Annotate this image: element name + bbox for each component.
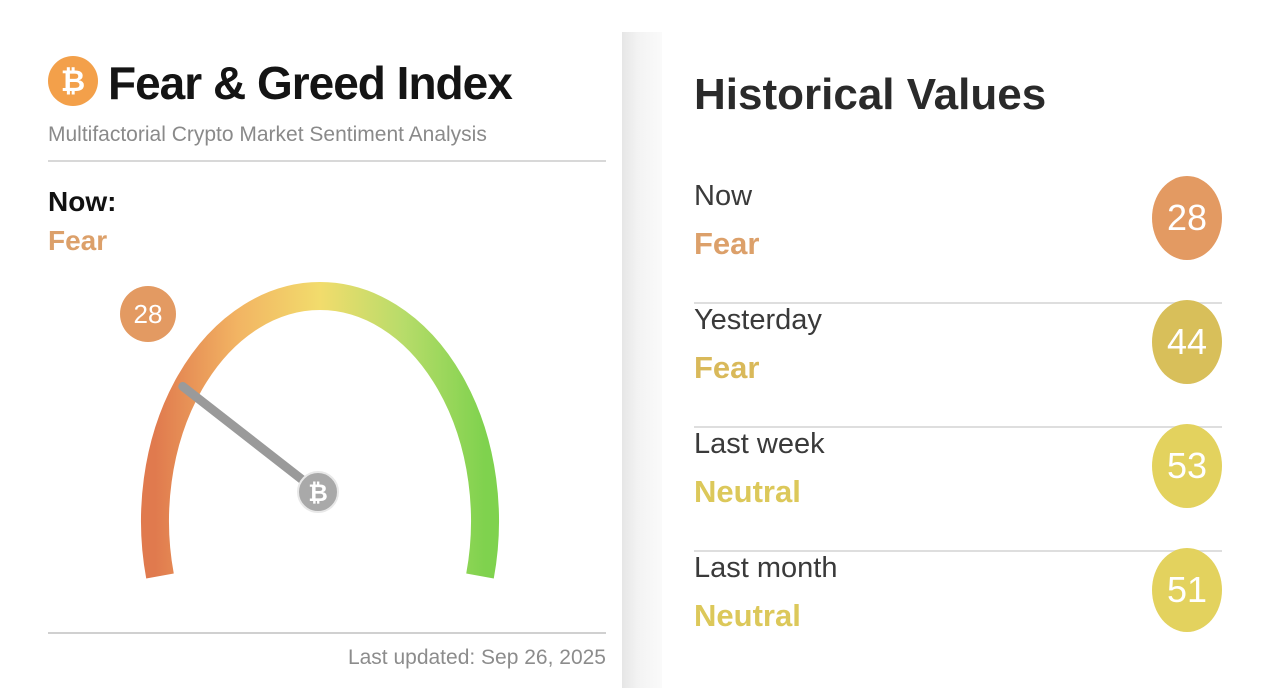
gauge-value-badge: 28 bbox=[120, 286, 176, 342]
historical-title: Historical Values bbox=[694, 70, 1047, 119]
gauge-arc bbox=[141, 282, 499, 579]
divider bbox=[694, 550, 1222, 552]
now-label: Now: bbox=[48, 186, 117, 217]
classification-label: Fear bbox=[694, 226, 760, 261]
last-updated: Last updated: Sep 26, 2025 bbox=[347, 646, 606, 669]
period-label: Last month bbox=[694, 552, 838, 584]
bitcoin-icon: ₿ bbox=[48, 56, 98, 106]
period-label: Now bbox=[694, 180, 753, 212]
now-classification: Fear bbox=[48, 225, 108, 256]
historical-row: Yesterday Fear 44 bbox=[694, 300, 1222, 428]
value-badge: 53 bbox=[1152, 424, 1222, 508]
classification-label: Fear bbox=[694, 350, 760, 385]
classification-label: Neutral bbox=[694, 598, 801, 633]
divider bbox=[694, 426, 1222, 428]
page-subtitle: Multifactorial Crypto Market Sentiment A… bbox=[48, 123, 487, 146]
value-badge: 44 bbox=[1152, 300, 1222, 384]
gauge-hub bbox=[297, 471, 339, 513]
divider bbox=[48, 632, 606, 634]
period-label: Yesterday bbox=[694, 304, 822, 336]
page-title: Fear & Greed Index bbox=[108, 57, 513, 109]
gauge-needle bbox=[178, 382, 323, 497]
value-badge: 28 bbox=[1152, 176, 1222, 260]
classification-label: Neutral bbox=[694, 474, 801, 509]
period-label: Last week bbox=[694, 428, 825, 460]
divider bbox=[694, 302, 1222, 304]
historical-row: Last week Neutral 53 bbox=[694, 424, 1222, 552]
fear-greed-card bbox=[0, 0, 622, 688]
panel-gap bbox=[622, 32, 662, 688]
historical-row: Last month Neutral 51 bbox=[694, 548, 1222, 662]
gauge-hub-bitcoin-icon: ₿ bbox=[308, 479, 328, 507]
value-badge: 51 bbox=[1152, 548, 1222, 632]
historical-row: Now Fear 28 bbox=[694, 176, 1222, 304]
divider bbox=[48, 160, 606, 162]
sentiment-gauge: ₿ bbox=[141, 282, 499, 579]
